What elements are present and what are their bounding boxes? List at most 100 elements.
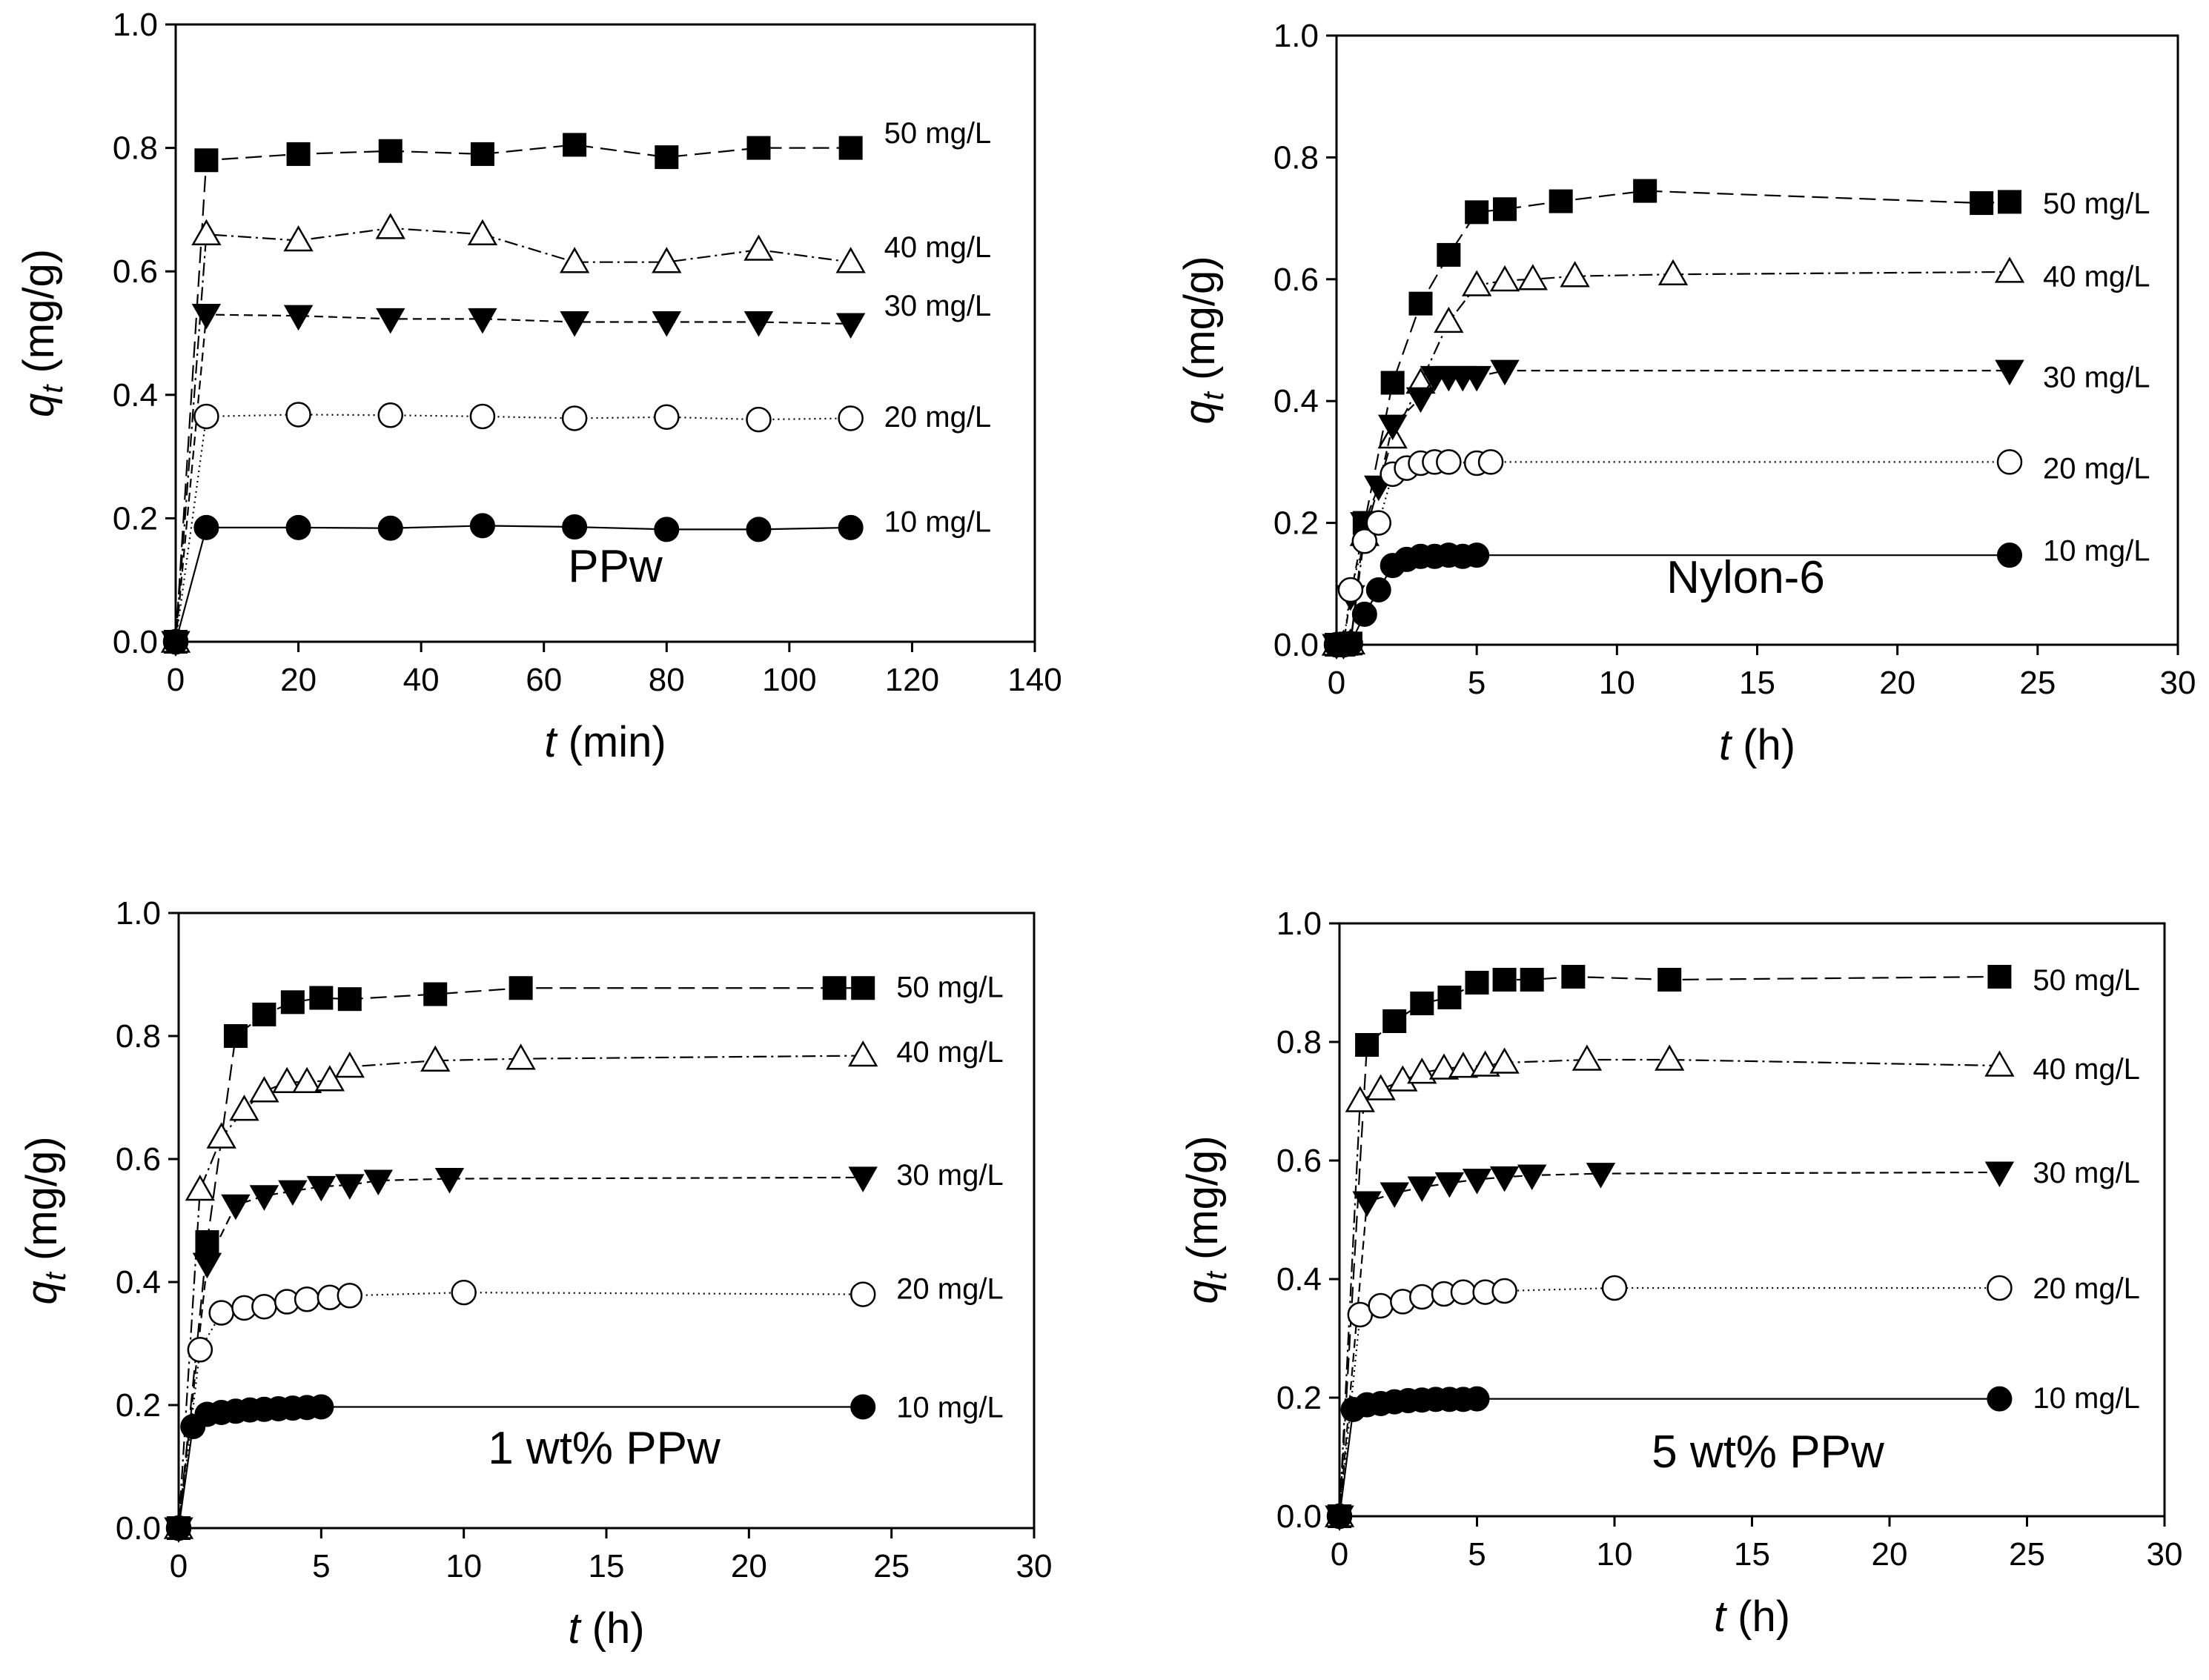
series-label: 40 mg/L xyxy=(2043,261,2150,293)
series-30-mg-l: 30 mg/L xyxy=(164,1159,1004,1544)
data-point xyxy=(1561,965,1586,989)
y-axis-subscript: t xyxy=(39,1271,72,1281)
data-point xyxy=(1408,291,1433,316)
panel-label: 1 wt% PPw xyxy=(488,1423,721,1474)
panel-label: Nylon-6 xyxy=(1666,552,1825,603)
data-point xyxy=(1388,1065,1418,1092)
data-point xyxy=(291,1066,322,1093)
data-point xyxy=(1984,1161,2015,1188)
data-point xyxy=(835,247,866,273)
series-label: 10 mg/L xyxy=(896,1391,1004,1424)
data-point xyxy=(1489,265,1520,292)
data-point xyxy=(1492,968,1517,992)
data-point xyxy=(470,142,494,166)
data-point xyxy=(1462,365,1491,392)
data-point xyxy=(743,311,774,337)
data-point xyxy=(1407,1058,1437,1084)
data-point xyxy=(654,404,680,431)
data-point xyxy=(1987,965,2012,989)
x-tick-label: 5 xyxy=(312,1548,330,1584)
y-tick-label: 0.0 xyxy=(1274,627,1319,663)
data-point xyxy=(1351,528,1378,554)
data-point xyxy=(285,514,311,540)
y-axis-variable: q xyxy=(18,1281,66,1304)
data-point xyxy=(1491,1278,1517,1304)
x-tick-label: 10 xyxy=(446,1548,482,1584)
series-30-mg-l: 30 mg/L xyxy=(1325,1157,2140,1532)
plot-frame xyxy=(174,23,1036,643)
x-tick-label: 10 xyxy=(1599,665,1635,701)
data-point xyxy=(434,1168,465,1194)
data-point xyxy=(1437,242,1461,267)
x-tick-label: 0 xyxy=(170,1548,188,1584)
y-axis-unit: (mg/g) xyxy=(15,249,63,385)
x-tick-label: 0 xyxy=(167,662,185,698)
data-point xyxy=(1994,256,2025,283)
data-point xyxy=(559,247,590,273)
y-axis-title: qt (mg/g) xyxy=(18,1136,72,1304)
chart-panel-3: 0 5 10 15 20 25 300.00.20.40.60.81.0t (h)qt (m… xyxy=(18,895,1052,1653)
x-tick-label: 20 xyxy=(1879,665,1915,701)
x-tick-label: 140 xyxy=(1007,662,1062,698)
data-point xyxy=(252,1002,276,1026)
series-20-mg-l: 20 mg/L xyxy=(165,1272,1004,1541)
y-tick-label: 1.0 xyxy=(116,895,161,932)
series-30-mg-l: 30 mg/L xyxy=(161,290,991,657)
series-label: 50 mg/L xyxy=(896,972,1004,1004)
series-label: 30 mg/L xyxy=(2043,361,2150,394)
x-tick-label: 15 xyxy=(589,1548,625,1584)
x-tick-label: 80 xyxy=(649,662,685,698)
data-point xyxy=(850,1394,876,1420)
data-point xyxy=(1998,190,2021,214)
y-tick-label: 0.6 xyxy=(113,253,158,290)
data-point xyxy=(420,1045,451,1072)
x-tick-label: 120 xyxy=(885,662,939,698)
y-tick-label: 0.2 xyxy=(116,1387,161,1424)
data-point xyxy=(652,247,682,273)
data-point xyxy=(1365,577,1391,603)
data-point xyxy=(1428,1053,1460,1080)
data-point xyxy=(851,976,875,1000)
data-point xyxy=(1572,1044,1603,1071)
x-axis-title: t (min) xyxy=(544,718,666,766)
series-label: 50 mg/L xyxy=(2033,964,2140,997)
series-label: 20 mg/L xyxy=(896,1272,1004,1305)
data-point xyxy=(286,142,311,166)
data-point xyxy=(337,987,362,1012)
data-point xyxy=(467,219,498,245)
series-30-mg-l: 30 mg/L xyxy=(1322,359,2150,660)
data-point xyxy=(1633,179,1657,203)
x-axis-title: t (h) xyxy=(1719,721,1795,769)
data-point xyxy=(423,982,448,1006)
data-point xyxy=(1586,1163,1616,1189)
x-tick-label: 15 xyxy=(1734,1536,1770,1573)
data-point xyxy=(1970,191,1994,216)
data-point xyxy=(187,1337,213,1363)
data-point xyxy=(306,1175,337,1202)
data-point xyxy=(195,1230,219,1255)
data-point xyxy=(838,405,864,431)
x-axis-variable: t xyxy=(1714,1593,1728,1641)
series-10-mg-l: 10 mg/L xyxy=(1324,535,2150,657)
series-label: 20 mg/L xyxy=(2043,453,2150,485)
y-tick-label: 0.8 xyxy=(1276,1024,1322,1060)
data-point xyxy=(1352,1191,1382,1218)
data-point xyxy=(1450,1279,1477,1305)
data-point xyxy=(309,986,334,1010)
data-point xyxy=(1368,1292,1394,1319)
data-point xyxy=(1984,1050,2015,1077)
x-axis-variable: t xyxy=(568,1604,582,1653)
data-point xyxy=(283,225,314,252)
x-tick-label: 20 xyxy=(731,1548,767,1584)
y-axis-variable: q xyxy=(1176,400,1224,424)
data-point xyxy=(206,1122,236,1149)
data-point xyxy=(191,219,222,245)
data-point xyxy=(652,311,682,337)
y-axis-subscript: t xyxy=(36,384,69,394)
x-axis-unit: (h) xyxy=(1731,721,1795,769)
data-point xyxy=(1549,189,1573,213)
x-tick-label: 25 xyxy=(873,1548,910,1584)
data-point xyxy=(166,1515,191,1541)
data-point xyxy=(163,629,188,654)
series-50-mg-l: 50 mg/L xyxy=(1328,964,2140,1528)
